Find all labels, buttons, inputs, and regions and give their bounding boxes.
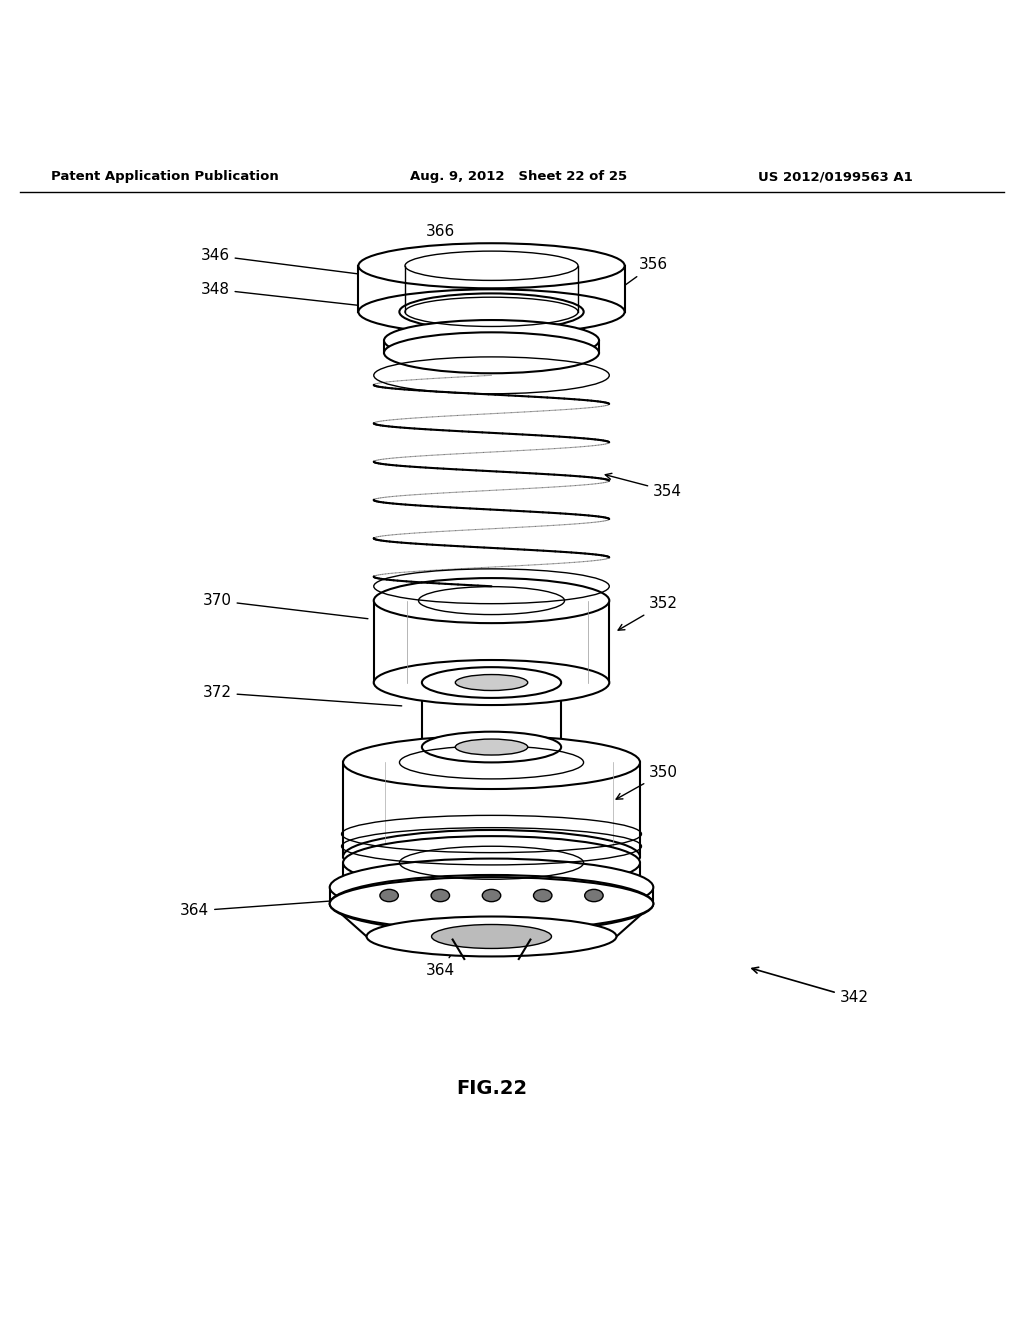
Bar — [384, 341, 599, 352]
Text: 372: 372 — [203, 685, 401, 706]
Ellipse shape — [384, 319, 599, 360]
Bar — [374, 601, 609, 682]
Ellipse shape — [431, 890, 450, 902]
Ellipse shape — [343, 735, 640, 789]
Text: 352: 352 — [618, 597, 678, 630]
Text: FIG.22: FIG.22 — [456, 1078, 527, 1097]
Bar — [422, 682, 561, 747]
Bar — [343, 863, 640, 887]
Text: 346: 346 — [201, 248, 364, 275]
Ellipse shape — [343, 830, 640, 883]
Ellipse shape — [380, 890, 398, 902]
Ellipse shape — [422, 731, 561, 763]
Text: 354: 354 — [605, 474, 682, 499]
Text: Patent Application Publication: Patent Application Publication — [51, 170, 279, 183]
Text: 348: 348 — [201, 281, 386, 309]
Ellipse shape — [330, 876, 653, 931]
Text: 356: 356 — [618, 257, 668, 289]
Text: 366: 366 — [426, 224, 477, 261]
Ellipse shape — [330, 858, 653, 916]
Ellipse shape — [384, 333, 599, 374]
Bar — [399, 312, 584, 341]
Ellipse shape — [399, 293, 584, 330]
Ellipse shape — [422, 667, 561, 698]
Ellipse shape — [431, 924, 552, 949]
Ellipse shape — [534, 890, 552, 902]
Text: 364: 364 — [180, 900, 333, 919]
Text: 342: 342 — [752, 968, 868, 1006]
Ellipse shape — [456, 739, 527, 755]
Ellipse shape — [374, 578, 609, 623]
Ellipse shape — [343, 861, 640, 913]
Ellipse shape — [343, 836, 640, 890]
Text: 370: 370 — [203, 593, 368, 619]
Bar — [358, 265, 625, 312]
Bar — [330, 887, 653, 904]
Ellipse shape — [367, 916, 616, 957]
Ellipse shape — [399, 322, 584, 359]
Ellipse shape — [358, 289, 625, 334]
Ellipse shape — [358, 243, 625, 288]
Ellipse shape — [330, 875, 653, 932]
Text: 364: 364 — [426, 939, 462, 978]
Text: Aug. 9, 2012   Sheet 22 of 25: Aug. 9, 2012 Sheet 22 of 25 — [410, 170, 627, 183]
Ellipse shape — [585, 890, 603, 902]
Ellipse shape — [374, 660, 609, 705]
Text: 350: 350 — [616, 766, 678, 799]
Ellipse shape — [456, 675, 527, 690]
Text: US 2012/0199563 A1: US 2012/0199563 A1 — [758, 170, 912, 183]
Polygon shape — [330, 904, 653, 936]
Ellipse shape — [482, 890, 501, 902]
Bar — [343, 763, 640, 857]
